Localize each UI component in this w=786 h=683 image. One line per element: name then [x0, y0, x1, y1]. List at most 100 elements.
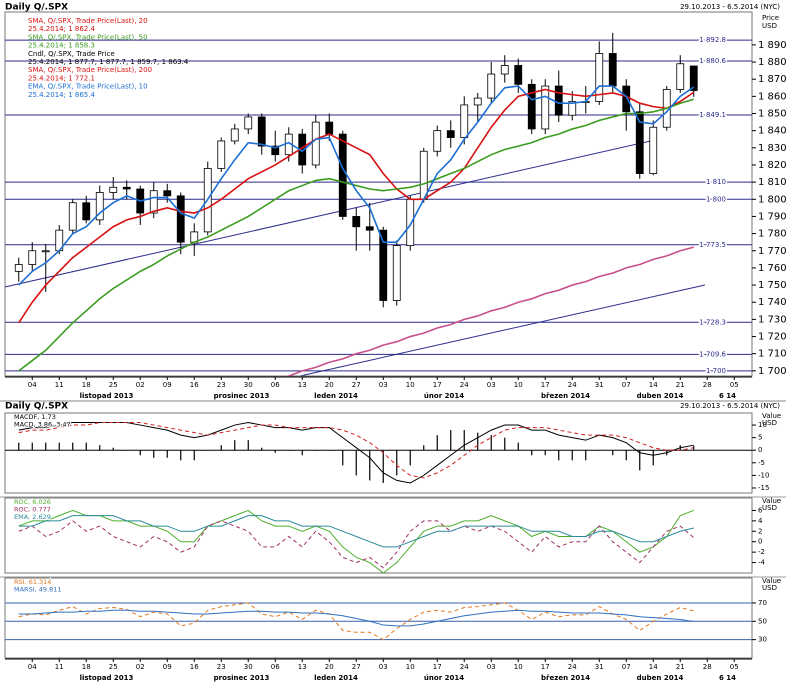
candle-body	[676, 63, 685, 90]
x-tick-label: 09	[163, 381, 172, 389]
x-tick-label: 28	[703, 663, 712, 671]
x-tick-label: 09	[163, 663, 172, 671]
chart-title: Daily Q/.SPX	[5, 402, 68, 412]
y-axis-unit: USD	[762, 504, 777, 512]
candle-body	[487, 73, 496, 99]
y-tick-label: 0	[758, 446, 762, 454]
candle-body	[608, 53, 617, 87]
histogram-bar	[450, 430, 452, 451]
level-label: 1 880.6	[699, 57, 726, 65]
x-tick-label: 18	[82, 663, 91, 671]
plot-area	[18, 509, 695, 573]
month-label: únor 2014	[424, 674, 464, 682]
histogram-bar	[355, 450, 357, 476]
legend-entry: MACDF, 1.73	[14, 413, 56, 421]
legend-name: SMA, Q/.SPX, Trade Price(Last), 20	[28, 17, 148, 25]
histogram-bar	[571, 450, 573, 461]
series-line	[18, 88, 695, 324]
candle-body	[176, 195, 185, 243]
x-tick-label: 10	[514, 381, 523, 389]
candle-body	[68, 202, 77, 231]
candle-body	[595, 53, 604, 102]
x-tick-label: 27	[352, 663, 361, 671]
y-tick-label: 1 870	[758, 74, 786, 85]
x-tick-label: 11	[55, 381, 64, 389]
y-axis-unit: USD	[762, 584, 777, 592]
y-tick-label: 1 780	[758, 229, 786, 240]
month-label: listopad 2013	[80, 392, 134, 400]
candle-body	[635, 111, 644, 174]
x-tick-label: 25	[109, 663, 118, 671]
y-tick-label: 1 880	[758, 57, 786, 68]
histogram-bar	[234, 440, 236, 451]
histogram-bar	[531, 450, 533, 456]
y-tick-label: 1 710	[758, 349, 786, 360]
histogram-bar	[153, 450, 155, 458]
month-label: únor 2014	[424, 392, 464, 400]
candle-body	[311, 121, 320, 166]
candle-body	[338, 133, 347, 217]
legend-entry: RSI, 61.314	[14, 578, 51, 586]
x-tick-label: 30	[244, 381, 253, 389]
month-label: duben 2014	[637, 392, 684, 400]
x-tick-label: 21	[676, 663, 685, 671]
candle-body	[244, 116, 253, 130]
chart-title: Daily Q/.SPX	[5, 3, 68, 13]
y-axis-label: Value	[762, 577, 781, 585]
y-axis-label: Price	[762, 14, 779, 22]
y-tick-label: -4	[758, 559, 766, 567]
histogram-bar	[436, 435, 438, 451]
x-tick-label: 23	[217, 663, 226, 671]
x-tick-label: 24	[460, 663, 469, 671]
histogram-bar	[99, 445, 101, 451]
x-tick-label: 20	[325, 381, 334, 389]
candle-body	[406, 198, 415, 247]
legend-name: EMA, Q/.SPX, Trade Price(Last), 10	[28, 83, 148, 91]
candle-body	[554, 85, 563, 116]
x-tick-label: 24	[568, 663, 577, 671]
candle-body	[271, 145, 280, 156]
histogram-bar	[193, 450, 195, 461]
x-tick-label: 20	[325, 663, 334, 671]
x-tick-label: 17	[433, 381, 442, 389]
histogram-bar	[639, 450, 641, 471]
histogram-bar	[585, 450, 587, 461]
histogram-bar	[166, 450, 168, 458]
candle-body	[433, 130, 442, 152]
y-axis-label: Value	[762, 497, 781, 505]
y-tick-label: 1 730	[758, 314, 786, 325]
y-axis-unit: USD	[762, 22, 777, 30]
histogram-bar	[85, 442, 87, 451]
y-tick-label: 70	[758, 599, 767, 607]
candle-body	[419, 150, 428, 200]
candle-body	[392, 245, 401, 301]
month-label: prosinec 2013	[214, 392, 270, 400]
legend-entry: ROC, 0.777	[14, 506, 51, 514]
legend-entry: MARSI, 49.811	[14, 586, 62, 594]
histogram-bar	[396, 450, 398, 476]
x-tick-label: 02	[136, 381, 145, 389]
histogram-bar	[18, 442, 20, 451]
x-tick-label: 24	[568, 381, 577, 389]
series-line	[18, 609, 694, 627]
x-tick-label: 16	[190, 663, 199, 671]
x-tick-label: 24	[460, 381, 469, 389]
month-label: 6 14	[719, 674, 736, 682]
histogram-bar	[382, 450, 384, 483]
x-tick-label: 17	[541, 663, 550, 671]
histogram-bar	[652, 450, 654, 466]
candle-body	[28, 250, 37, 265]
x-tick-label: 25	[109, 381, 118, 389]
series-line	[18, 422, 694, 479]
y-tick-label: 1 700	[758, 366, 786, 377]
series-line	[18, 85, 695, 286]
legend-value: 25.4.2014, 1 877.7, 1 877.7, 1 859.7, 1 …	[28, 58, 189, 66]
legend-value: 25.4.2014; 1 865.4	[28, 91, 95, 99]
y-tick-label: 1 890	[758, 40, 786, 51]
histogram-bar	[220, 445, 222, 451]
y-tick-label: 4	[758, 517, 763, 525]
month-label: březen 2014	[541, 674, 590, 682]
y-tick-label: 1 840	[758, 126, 786, 137]
x-tick-label: 28	[703, 381, 712, 389]
